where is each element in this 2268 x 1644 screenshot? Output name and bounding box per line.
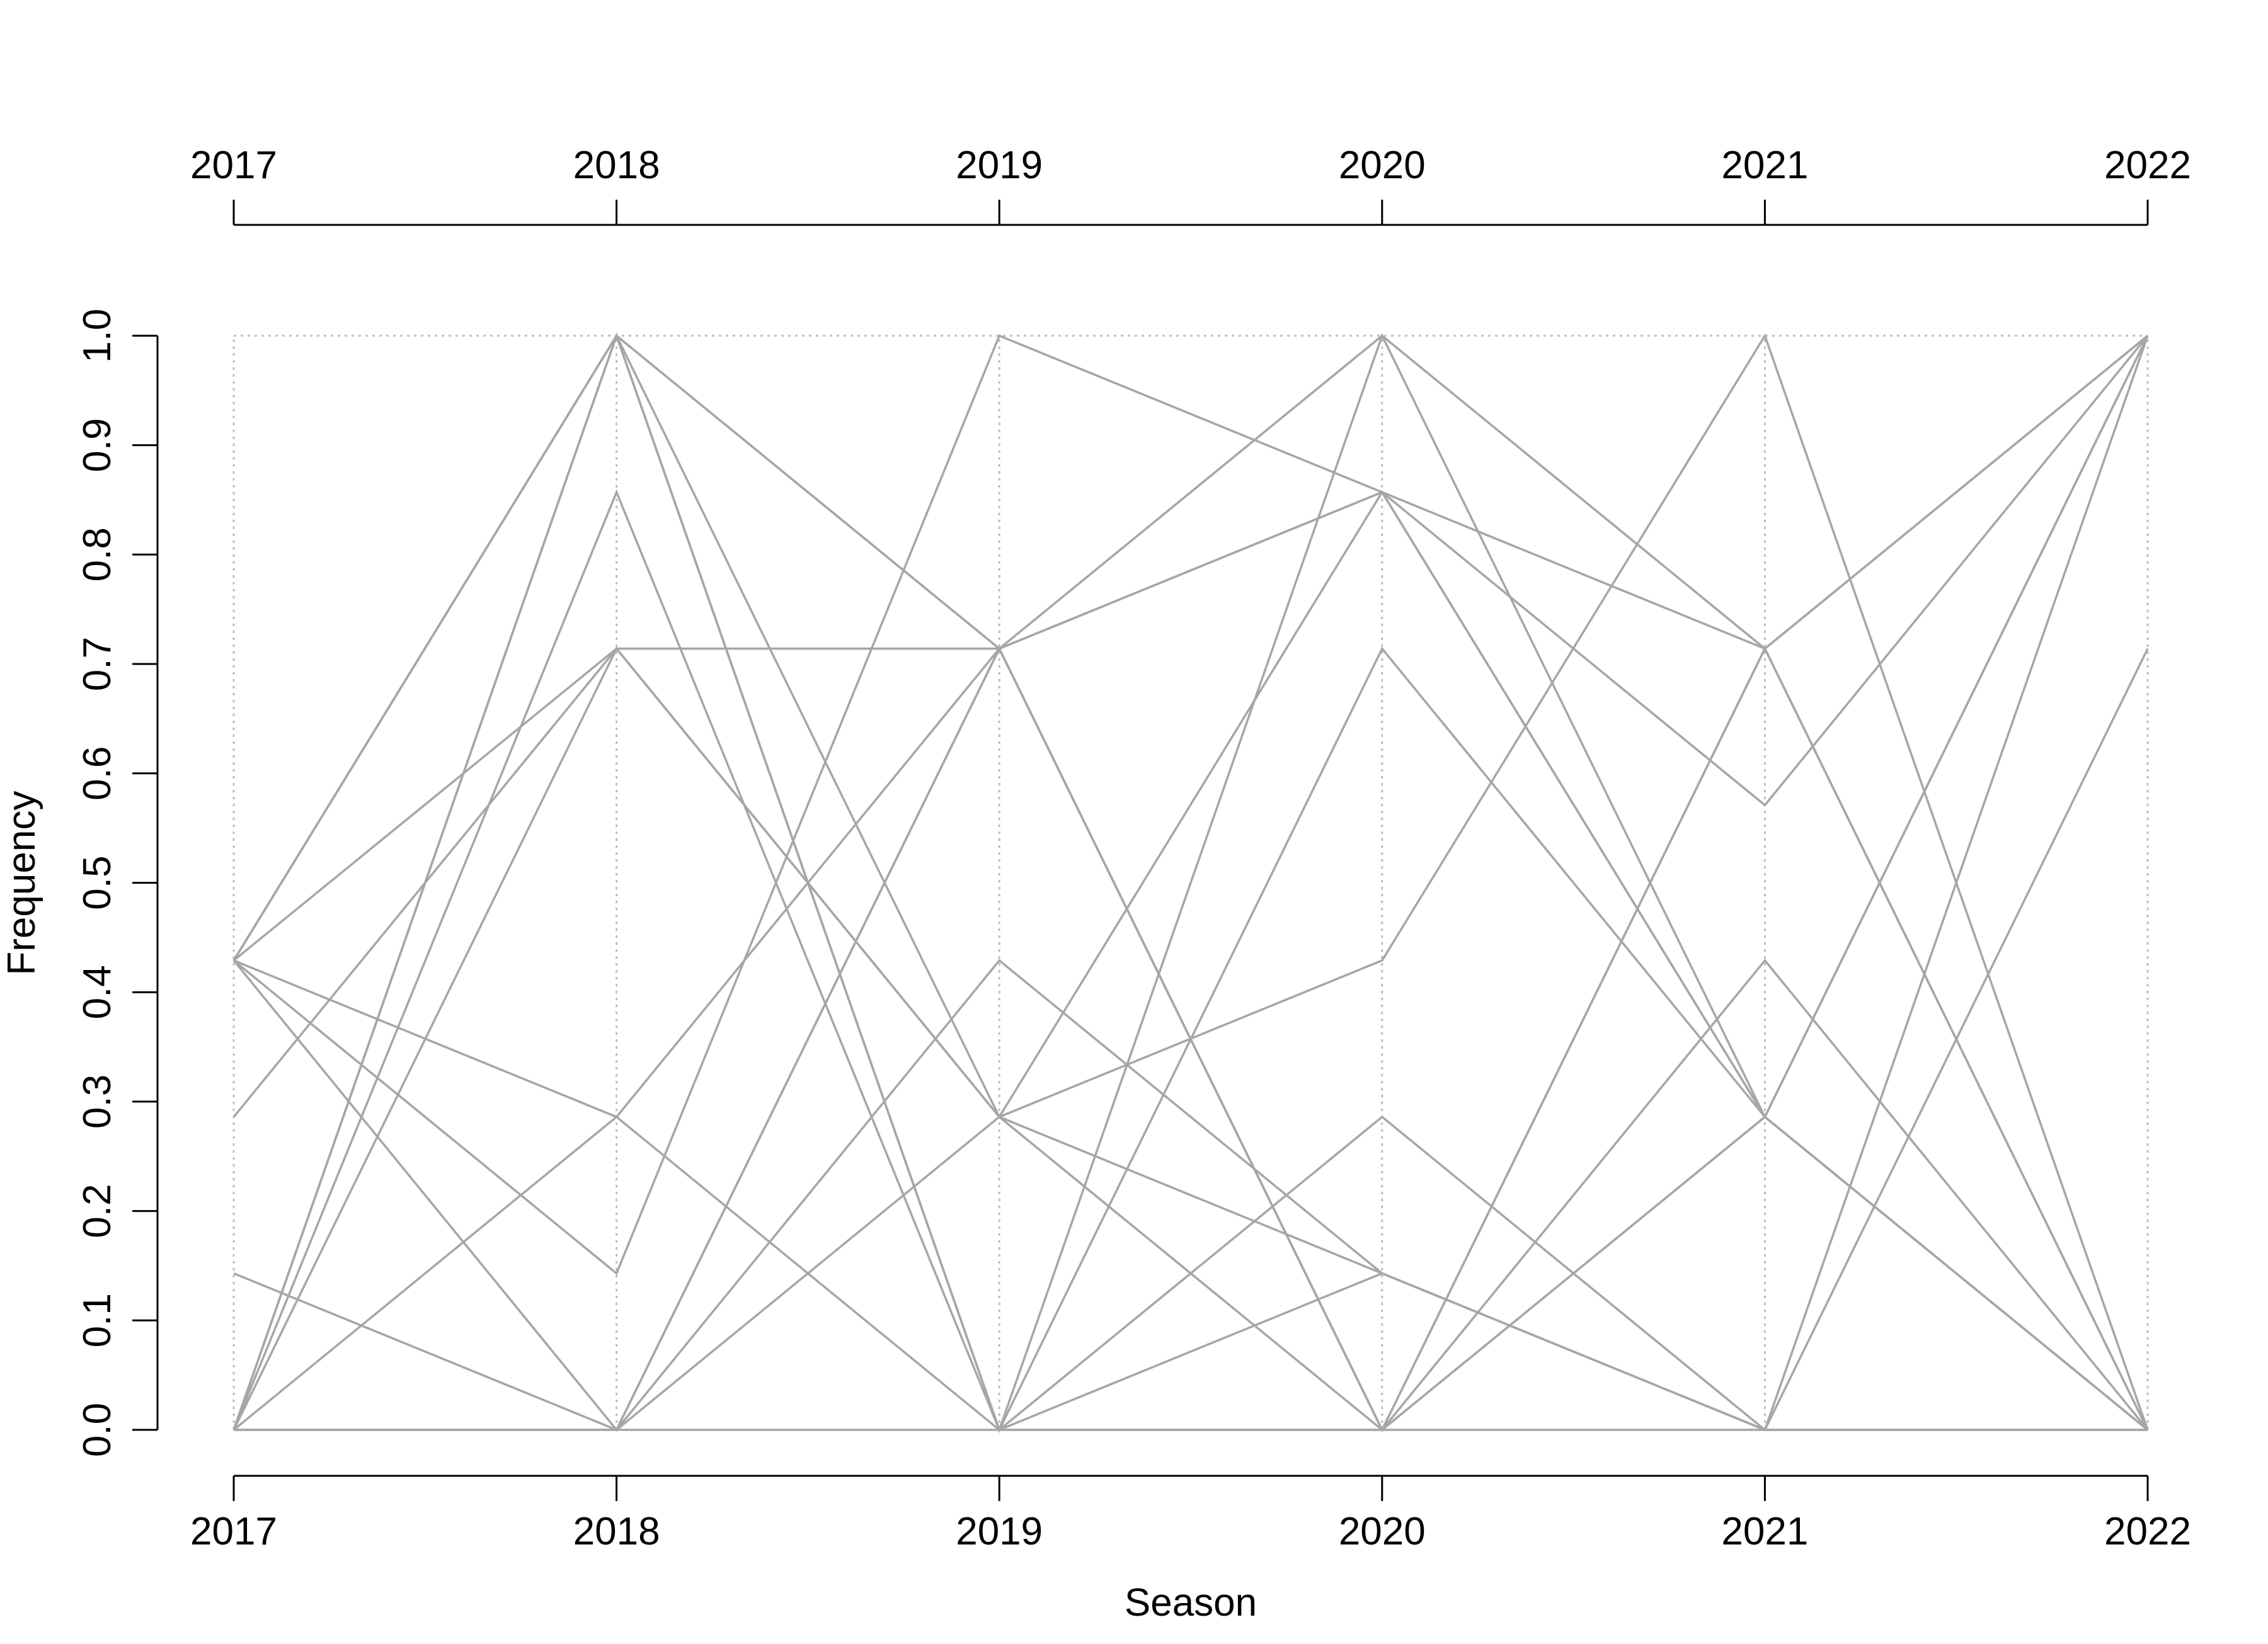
- x-tick-label-top: 2020: [1339, 144, 1426, 187]
- x-tick-label-bottom: 2018: [573, 1510, 660, 1553]
- y-axis: 0.0 0.1 0.2 0.3 0.4 0.5 0.6 0.7 0.8 0.9 1.0: [76, 309, 159, 1457]
- y-tick-label: 0.1: [76, 1293, 119, 1347]
- y-tick-label: 0.9: [76, 418, 119, 472]
- y-tick-label: 0.8: [76, 527, 119, 581]
- y-axis-title: Frequency: [0, 791, 43, 976]
- x-tick-label-bottom: 2020: [1339, 1510, 1426, 1553]
- season-guide-lines: [232, 334, 2149, 1430]
- y-tick-label: 0.3: [76, 1075, 119, 1129]
- x-tick-label-top: 2018: [573, 144, 660, 187]
- x-axis-title: Season: [1125, 1581, 1257, 1624]
- x-tick-label-top: 2022: [2104, 144, 2191, 187]
- y-tick-label: 0.4: [76, 965, 119, 1019]
- x-tick-label-bottom: 2021: [1721, 1510, 1808, 1553]
- y-tick-label: 0.7: [76, 637, 119, 691]
- x-tick-label-top: 2017: [190, 144, 277, 187]
- x-axis-top: 2017 2018 2019 2020 2021 2022: [190, 144, 2191, 226]
- y-tick-label: 0.0: [76, 1403, 119, 1457]
- series-line-18: [232, 333, 2149, 1431]
- y-tick-label: 1.0: [76, 309, 119, 363]
- x-tick-label-bottom: 2019: [956, 1510, 1043, 1553]
- x-tick-label-top: 2019: [956, 144, 1043, 187]
- y-tick-label: 0.2: [76, 1184, 119, 1238]
- series-line-14: [232, 490, 2149, 1431]
- series-line-12: [232, 489, 2149, 1432]
- x-tick-label-bottom: 2022: [2104, 1510, 2191, 1553]
- x-tick-label-top: 2021: [1721, 144, 1808, 187]
- series-line-11: [232, 332, 2149, 1434]
- series-line-3: [232, 334, 2149, 962]
- series-line-2: [232, 334, 2149, 961]
- y-tick-label: 0.5: [76, 855, 119, 910]
- y-tick-label: 0.6: [76, 746, 119, 801]
- series-lines: [232, 332, 2149, 1434]
- x-tick-label-bottom: 2017: [190, 1510, 277, 1553]
- x-axis-bottom: 2017 2018 2019 2020 2021 2022: [190, 1475, 2191, 1553]
